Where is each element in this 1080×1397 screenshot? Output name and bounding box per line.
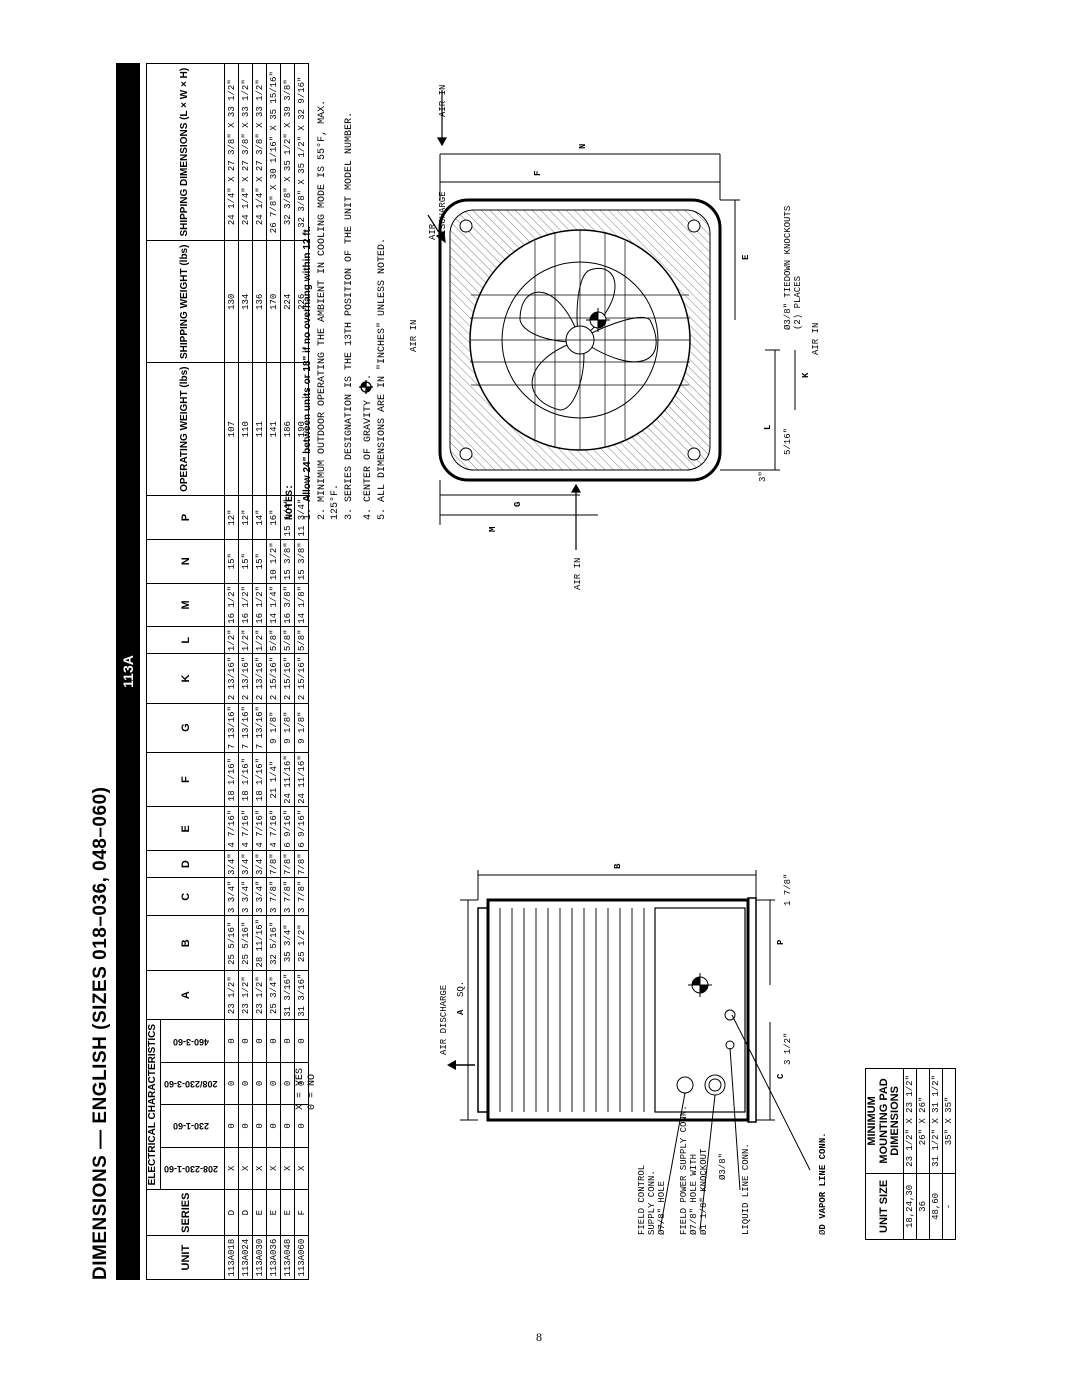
notes: NOTES: 1. Allow 24" between units or 18"… (285, 80, 390, 520)
dim-sq: SQ. (456, 981, 466, 997)
table-row: 48,6031 1/2" X 31 1/2" (929, 1069, 942, 1240)
dim-C: C (776, 1073, 786, 1079)
col-shipweight: SHIPPING WEIGHT (lbs) (147, 241, 225, 363)
col-F: F (147, 752, 225, 807)
dim-178: 1 7/8" (783, 874, 793, 906)
top-view-diagram: AIR IN AIR IN AIRDISCHARGE AIR IN AIR IN… (380, 70, 820, 610)
dim-516: 5/16" (783, 428, 793, 455)
pad-col-size: UNIT SIZE (866, 1173, 904, 1239)
col-shipping: SHIPPING DIMENSIONS (L × W × H) (147, 64, 225, 241)
col-electrical: ELECTRICAL CHARACTERISTICS (147, 1020, 161, 1190)
dim-3in: 3" (758, 471, 768, 482)
elec-col-1: 230-1-60 (161, 1105, 225, 1147)
field-power-label: FIELD POWER SUPPLY CONN.Ø7/8" HOLE WITHØ… (679, 1105, 709, 1235)
dim-N: N (578, 144, 588, 149)
table-row: -35" X 35" (942, 1069, 955, 1240)
label-air-in-r1: AIR IN (438, 85, 448, 117)
col-C: C (147, 878, 225, 916)
dim-P: P (776, 939, 786, 945)
cog-target-icon (359, 380, 373, 394)
col-M: M (147, 583, 225, 627)
note-4: 4. CENTER OF GRAVITY . (359, 80, 376, 520)
dim-E: E (741, 254, 751, 260)
col-B: B (147, 916, 225, 971)
elec-col-2: 208/230-3-60 (161, 1062, 225, 1104)
dim-312: 3 1/2" (783, 1033, 793, 1065)
dim-G: G (513, 502, 523, 507)
page-title: DIMENSIONS — ENGLISH (SIZES 018–036, 048… (90, 63, 112, 1280)
note-3: 3. SERIES DESIGNATION IS THE 13TH POSITI… (344, 80, 357, 520)
field-control-label: FIELD CONTROLSUPPLY CONN.Ø7/8" HOLE (637, 1165, 667, 1235)
table-row: 3626" X 26" (916, 1069, 929, 1240)
table-row: 113A024DX00023 1/2"25 5/16"3 3/4"3/4"4 7… (239, 64, 253, 1280)
vapor-line-label: ØD VAPOR LINE CONN. (818, 1132, 828, 1235)
col-L: L (147, 627, 225, 654)
col-N: N (147, 539, 225, 583)
elec-col-3: 460-3-60 (161, 1020, 225, 1062)
dim-M: M (488, 527, 498, 532)
side-view-diagram: AIR DISCHARGE A SQ. B P C 1 7/8" 3 1/2" … (430, 770, 850, 1240)
table-row: 113A030EX00023 1/2"28 11/16"3 3/4"3/4"4 … (253, 64, 267, 1280)
label-air-in-bottom: AIR IN (811, 323, 820, 355)
col-E: E (147, 807, 225, 851)
dim-K: K (801, 372, 811, 378)
d38-label: Ø3/8" (718, 1153, 728, 1180)
col-G: G (147, 703, 225, 752)
dim-F: F (533, 171, 543, 176)
notes-title: NOTES: (285, 80, 298, 520)
table-row: 113A018DX00023 1/2"25 5/16"3 3/4"3/4"4 7… (225, 64, 239, 1280)
dim-L: L (763, 425, 773, 430)
label-air-in-top: AIR IN (409, 320, 419, 352)
col-unit: UNIT (147, 1236, 225, 1280)
dim-B: B (613, 863, 623, 869)
col-K: K (147, 654, 225, 703)
liquid-line-label: LIQUID LINE CONN. (741, 1143, 751, 1235)
label-air-in-left: AIR IN (573, 558, 583, 590)
legend-no: 0 = NO (307, 1068, 319, 1110)
col-D: D (147, 851, 225, 878)
note-2: 2. MINIMUM OUTDOOR OPERATING THE AMBIENT… (317, 80, 342, 520)
col-P: P (147, 496, 225, 540)
col-operating: OPERATING WEIGHT (lbs) (147, 363, 225, 496)
col-A: A (147, 971, 225, 1020)
pad-col-min: MINIMUM MOUNTING PAD DIMENSIONS (866, 1069, 904, 1174)
label-air-discharge: AIRDISCHARGE (428, 191, 448, 240)
legend: X = YES 0 = NO (295, 1068, 319, 1110)
model-bar: 113A (116, 63, 140, 1280)
page-content: DIMENSIONS — ENGLISH (SIZES 018–036, 048… (90, 63, 990, 1280)
knockouts-label: Ø3/8" TIEDOWN KNOCKOUTS(2) PLACES (783, 206, 803, 330)
label-air-discharge-side: AIR DISCHARGE (439, 985, 449, 1055)
mounting-pad-table: UNIT SIZE MINIMUM MOUNTING PAD DIMENSION… (865, 1068, 956, 1240)
table-row: 18,24,3023 1/2" X 23 1/2" (903, 1069, 916, 1240)
page-number: 8 (536, 1330, 542, 1345)
col-series: SERIES (147, 1190, 225, 1236)
legend-yes: X = YES (295, 1068, 307, 1110)
dim-A: A (456, 1009, 466, 1015)
table-row: 113A036EX00025 3/4"32 5/16"3 7/8"7/8"4 7… (267, 64, 281, 1280)
elec-col-0: 208-230-1-60 (161, 1147, 225, 1189)
